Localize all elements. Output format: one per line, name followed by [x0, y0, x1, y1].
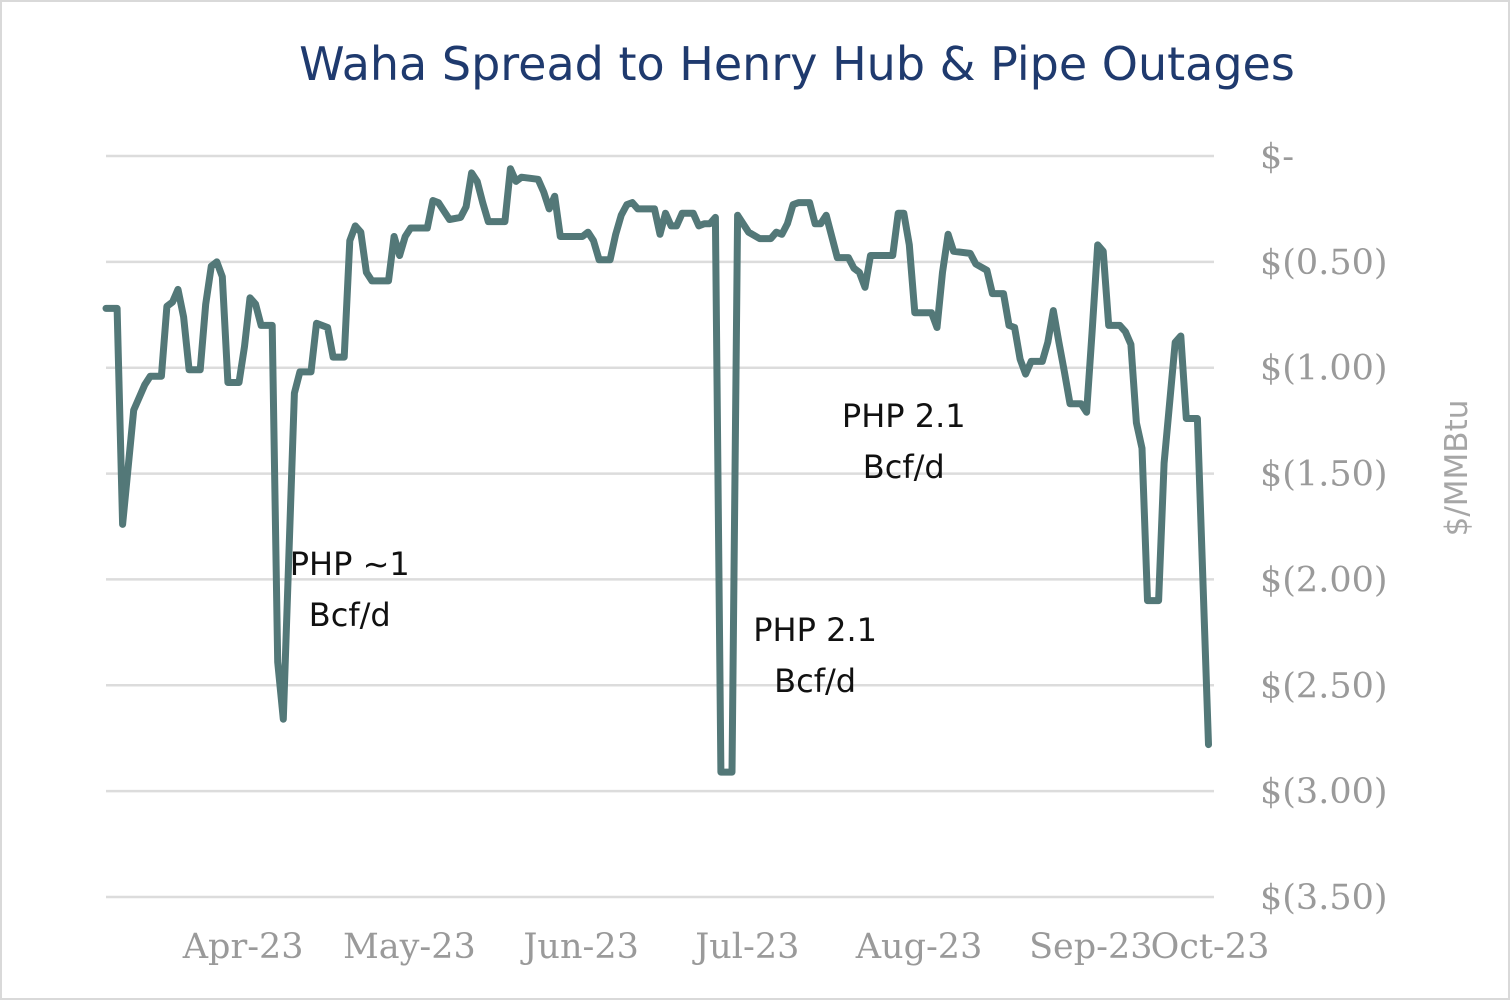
annotation-text: PHP 2.1 [842, 397, 966, 435]
chart-title: Waha Spread to Henry Hub & Pipe Outages [299, 37, 1295, 91]
y-axis-ticks: $- $(0.50) $(1.00) $(1.50) $(2.00) $(2.50) $(3… [1260, 137, 1388, 918]
y-tick-label: $(1.50) [1260, 455, 1388, 495]
x-axis-ticks: Apr-23 May-23 Jun-23 Jul-23 Aug-23 Sep-23Oct-… [182, 927, 1270, 967]
y-tick-label: $(3.00) [1260, 772, 1388, 812]
annotation-1: PHP 2.1 Bcf/d [842, 397, 966, 486]
annotation-text: Bcf/d [774, 662, 856, 700]
x-tick-label: May-23 [343, 927, 476, 967]
series-line-0 [102, 165, 1212, 776]
y-tick-label: $(0.50) [1260, 243, 1388, 283]
y-tick-label: $- [1260, 137, 1294, 177]
x-tick-label: Aug-23 [855, 927, 983, 967]
y-tick-label: $(3.50) [1260, 878, 1388, 918]
y-tick-label: $(2.00) [1260, 560, 1388, 600]
x-tick-label: Jun-23 [520, 927, 638, 967]
y-tick-label: $(2.50) [1260, 666, 1388, 706]
annotation-text: PHP ~1 [290, 545, 410, 583]
x-tick-label: Apr-23 [182, 927, 304, 967]
annotation-0: PHP ~1 Bcf/d [290, 545, 410, 634]
x-tick-label: Oct-23 [1151, 927, 1270, 967]
x-tick-label: Sep-23 [1029, 927, 1152, 967]
series-lines [102, 165, 1212, 776]
annotation-text: PHP 2.1 [753, 611, 877, 649]
annotation-2: PHP 2.1 Bcf/d [753, 611, 877, 700]
annotation-text: Bcf/d [863, 448, 945, 486]
annotation-text: Bcf/d [309, 596, 391, 634]
y-tick-label: $(1.00) [1260, 349, 1388, 389]
annotations: PHP ~1 Bcf/d PHP 2.1 Bcf/d PHP 2.1 Bcf/d [290, 397, 966, 700]
y-axis-label: $/MMBtu [1439, 400, 1475, 537]
x-tick-label: Jul-23 [692, 927, 799, 967]
